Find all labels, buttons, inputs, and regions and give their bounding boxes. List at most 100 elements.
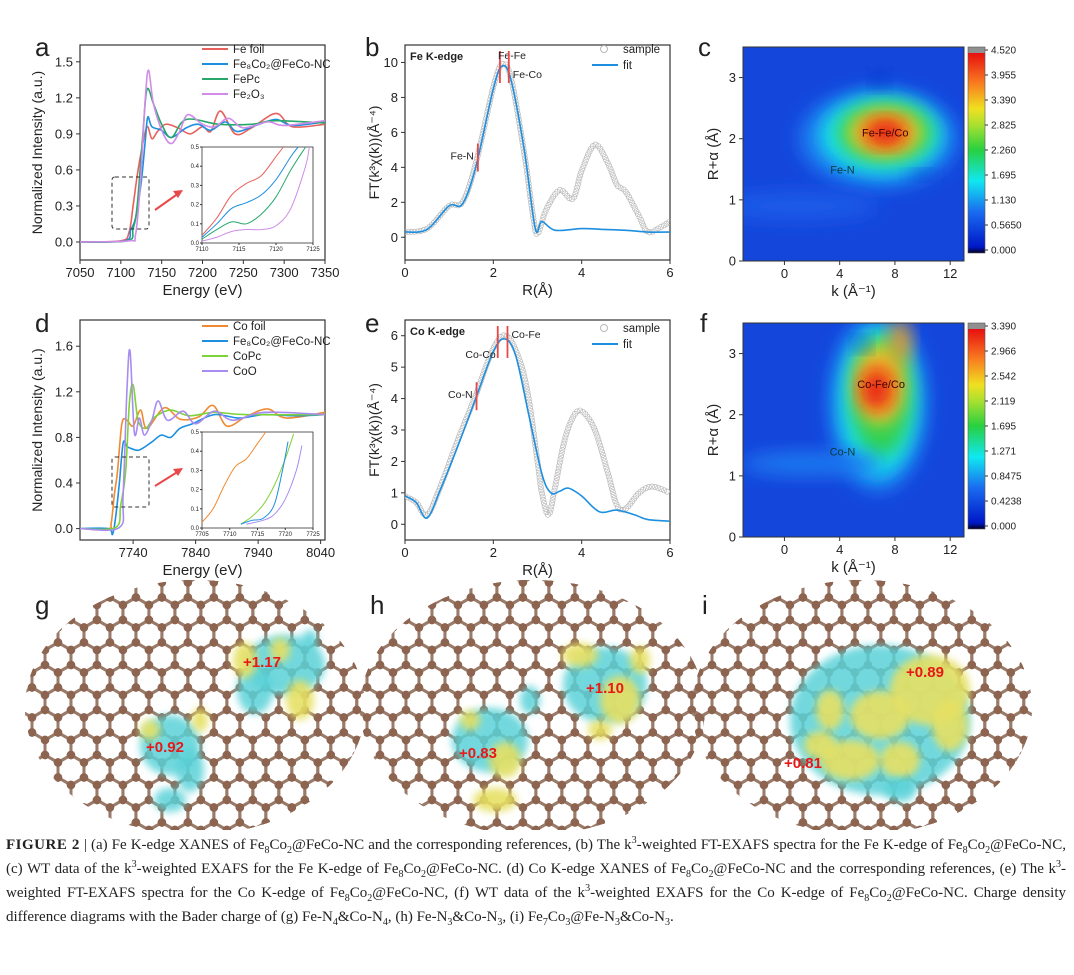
structure-i-carbon-atom — [928, 580, 938, 587]
chart-b-sample-point — [639, 219, 646, 226]
structure-g-carbon-atom — [66, 795, 76, 805]
structure-i-carbon-atom — [785, 600, 795, 610]
structure-g-carbon-atom — [366, 773, 374, 781]
panel-label-a: a — [35, 32, 50, 62]
structure-g-carbon-atom — [326, 645, 335, 655]
structure-g-carbon-atom — [2, 638, 10, 646]
structure-i-carbon-atom — [1006, 803, 1015, 812]
chart-c-colorbar-label: 0.5650 — [991, 221, 1022, 232]
structure-h-carbon-atom — [453, 660, 463, 670]
structure-i-carbon-atom — [798, 580, 808, 587]
structure-h-carbon-atom — [376, 571, 384, 579]
structure-h-carbon-atom — [661, 645, 670, 655]
structure-i-carbon-atom — [1033, 668, 1041, 676]
structure-h-ring — [638, 580, 668, 585]
structure-h-carbon-atom — [376, 556, 384, 564]
structure-g-carbon-atom — [300, 600, 310, 610]
structure-g-ring — [303, 775, 333, 810]
structure-i-ring — [892, 580, 922, 585]
structure-h-carbon-atom — [479, 645, 489, 655]
chart-b-sample-point — [544, 204, 551, 211]
structure-i-carbon-atom — [760, 571, 768, 579]
structure-i-carbon-atom — [720, 803, 730, 812]
structure-g-carbon-atom — [15, 781, 23, 789]
structure-g-carbon-atom — [352, 780, 361, 790]
structure-h-carbon-atom — [688, 571, 696, 579]
structure-h-ring — [651, 798, 681, 830]
structure-g-carbon-atom — [326, 705, 335, 715]
structure-i-ring — [1037, 710, 1063, 740]
structure-h-ring — [360, 580, 382, 585]
structure-i-carbon-atom — [980, 668, 989, 677]
structure-g-carbon-atom — [40, 660, 50, 670]
chart-a-inset-x-tick-label: 7120 — [269, 247, 283, 253]
structure-h-ring — [360, 580, 369, 607]
structure-g-carbon-atom — [287, 818, 297, 827]
structure-g-ring — [355, 580, 365, 585]
structure-h-carbon-atom — [388, 728, 398, 737]
structure-h-carbon-atom — [440, 623, 450, 632]
structure-i-ring — [710, 775, 740, 810]
structure-g-ring — [290, 580, 320, 607]
structure-g-carbon-atom — [119, 571, 127, 579]
structure-i-carbon-atom — [928, 580, 938, 587]
structure-h-carbon-atom — [674, 593, 683, 602]
chart-b-sample-point — [581, 160, 588, 167]
structure-g-carbon-atom — [2, 623, 10, 631]
structure-g-carbon-atom — [274, 735, 284, 745]
structure-i-carbon-atom — [1046, 571, 1054, 579]
structure-g-carbon-atom — [366, 818, 374, 826]
structure-g-carbon-atom — [209, 773, 219, 782]
structure-i-carbon-atom — [1046, 796, 1054, 804]
structure-h-carbon-atom — [622, 728, 632, 737]
structure-g-carbon-atom — [92, 645, 102, 655]
structure-h-carbon-atom — [584, 571, 592, 579]
structure-i-carbon-atom — [1033, 638, 1041, 646]
structure-i-carbon-atom — [980, 758, 989, 767]
structure-h-carbon-atom — [362, 683, 372, 692]
chart-d-inset-x-tick-label: 7705 — [195, 532, 209, 538]
chart-e-sample-point — [655, 484, 662, 491]
structure-g-carbon-atom — [105, 623, 115, 632]
structure-i-carbon-atom — [1006, 803, 1015, 812]
structure-g-carbon-atom — [379, 826, 387, 830]
structure-h-carbon-atom — [674, 638, 683, 647]
chart-c-intensity-contour — [868, 121, 903, 144]
structure-h-ring — [625, 580, 655, 607]
structure-g-ring — [290, 798, 320, 830]
structure-i-carbon-atom — [708, 556, 716, 564]
structure-g-ring — [329, 595, 359, 630]
structure-i-carbon-atom — [760, 556, 768, 564]
structure-h-carbon-atom — [414, 580, 424, 587]
structure-g-carbon-atom — [339, 728, 348, 737]
structure-i-carbon-atom — [980, 638, 989, 647]
chart-b-sample-point — [630, 202, 637, 209]
chart-b-x-tick-label: 0 — [401, 265, 408, 280]
structure-i-carbon-atom — [1019, 645, 1028, 655]
chart-e-x-tick-label: 2 — [490, 545, 497, 560]
structure-i-carbon-atom — [1046, 616, 1054, 624]
structure-h-carbon-atom — [635, 795, 645, 805]
structure-i-carbon-atom — [772, 818, 782, 827]
structure-g-carbon-atom — [313, 683, 322, 692]
chart-e-sample-point — [556, 462, 563, 469]
structure-g-carbon-atom — [339, 803, 348, 812]
structure-i-carbon-atom — [707, 780, 717, 790]
chart-e-x-axis-label: R(Å) — [522, 562, 553, 579]
chart-b-sample-point — [637, 216, 644, 223]
chart-e-sample-point — [537, 481, 544, 487]
chart-e-sample-point — [553, 478, 560, 485]
structure-g-carbon-atom — [222, 615, 232, 625]
structure-i-carbon-atom — [811, 645, 821, 655]
structure-g-carbon-atom — [352, 735, 361, 745]
structure-g-carbon-atom — [15, 571, 23, 579]
structure-g-carbon-atom — [2, 713, 10, 721]
structure-g-carbon-atom — [80, 548, 88, 556]
structure-g-carbon-atom — [339, 818, 348, 827]
structure-i-carbon-atom — [1019, 795, 1028, 805]
structure-i-carbon-atom — [1006, 638, 1015, 647]
structure-i-ring — [762, 820, 792, 830]
structure-i-carbon-atom — [1006, 593, 1015, 602]
structure-h-carbon-atom — [557, 750, 567, 760]
structure-g-carbon-atom — [313, 803, 322, 812]
